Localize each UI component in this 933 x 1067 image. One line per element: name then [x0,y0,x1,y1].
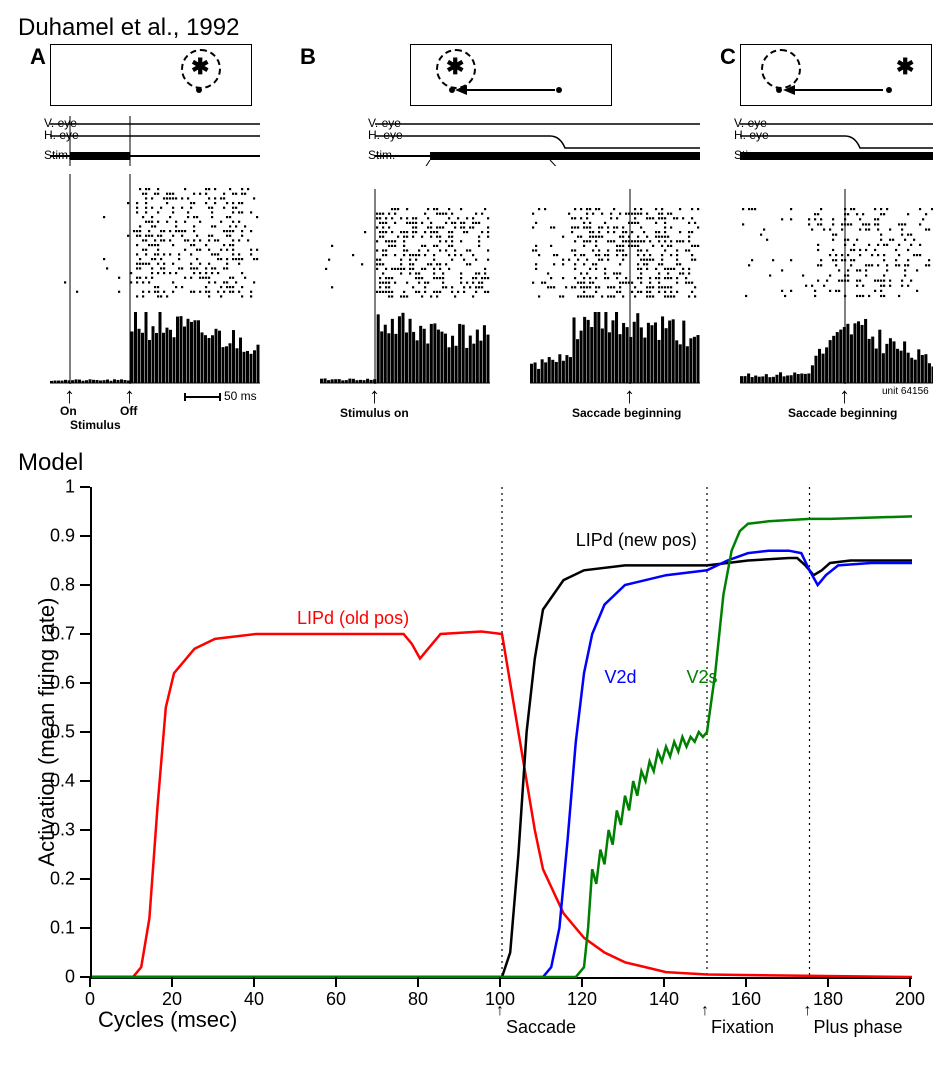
stim-label: Stim. [734,148,740,162]
scale-bar: 50 ms [180,389,260,405]
y-tick [80,829,90,831]
svg-text:LIPd (old pos): LIPd (old pos) [297,608,409,628]
x-tick [581,977,583,987]
panel-a: A ✱ V. eye H. eye Stim. ↑ ↑ On [50,44,260,106]
x-tick [89,977,91,987]
y-tick [80,535,90,537]
panel-b-stimon-label: Stimulus on [340,406,409,420]
x-tick [335,977,337,987]
plot-svg: LIPd (old pos) LIPd (new pos) V2d V2s [92,487,912,977]
y-tick [80,878,90,880]
fixation-dot-icon [886,87,892,93]
y-tick-label: 0.7 [50,624,75,645]
stim-label: Stim. [368,148,372,162]
x-tick-label: 40 [244,989,264,1010]
svg-text:V2d: V2d [605,667,637,687]
x-tick [253,977,255,987]
x-tick-label: 80 [408,989,428,1010]
y-tick-label: 0.2 [50,869,75,890]
y-tick-label: 0.6 [50,673,75,694]
event-label: Saccade [506,1017,576,1038]
top-neural-figure: A ✱ V. eye H. eye Stim. ↑ ↑ On [20,44,933,439]
panel-b-label: B [300,44,316,70]
x-tick-label: 60 [326,989,346,1010]
panel-a-label: A [30,44,46,70]
panel-a-off-label: Off [120,404,137,418]
y-tick-label: 0.9 [50,526,75,547]
panel-a-on-label: On [60,404,77,418]
fixation-dot-icon [556,87,562,93]
panel-c-raster [740,204,933,304]
panel-b-raster-right [530,204,700,304]
x-tick [171,977,173,987]
model-chart: LIPd (old pos)LIPd (new pos)V2dV2s Activ… [20,477,933,1057]
x-axis-title: Cycles (msec) [98,1007,237,1033]
y-tick-label: 1 [65,477,75,498]
panel-b-stimulus-box: ✱ [410,44,612,106]
svg-text:LIPd (new pos): LIPd (new pos) [576,530,697,550]
panel-b-raster-left [320,204,490,304]
x-tick-label: 120 [567,989,597,1010]
x-tick [499,977,501,987]
y-tick-label: 0.3 [50,820,75,841]
citation-text: Duhamel et al., 1992 [18,14,933,42]
x-tick-label: 160 [731,989,761,1010]
x-tick [663,977,665,987]
saccade-arrow-icon [455,85,555,95]
y-tick [80,682,90,684]
y-tick [80,927,90,929]
x-tick-label: 200 [895,989,925,1010]
x-tick [827,977,829,987]
plot-area: LIPd (old pos)LIPd (new pos)V2dV2s Activ… [90,487,912,979]
x-tick [745,977,747,987]
receptive-field-icon [761,49,801,89]
event-label: Plus phase [814,1017,903,1038]
x-tick-label: 20 [162,989,182,1010]
y-tick [80,780,90,782]
panel-b-histogram-left [320,309,490,384]
x-tick-label: 140 [649,989,679,1010]
panel-a-stimulus-label: Stimulus [70,418,121,432]
x-tick [909,977,911,987]
y-tick [80,486,90,488]
panel-b-saccade-label: Saccade beginning [572,406,681,420]
panel-a-histogram [50,309,260,384]
saccade-arrow-icon [783,85,883,95]
heye-label: H. eye [44,128,50,142]
x-tick-label: 0 [85,989,95,1010]
panel-c-histogram [740,309,933,384]
x-tick-label: 180 [813,989,843,1010]
y-tick-label: 0.8 [50,575,75,596]
fixation-dot-icon [196,87,202,93]
y-tick-label: 0 [65,967,75,988]
panel-b-histogram-right [530,309,700,384]
model-title: Model [18,449,933,477]
panel-c: C ✱ V. eye H. eye Stim. ↑ Saccade beginn… [740,44,933,106]
scale-bar-label: 50 ms [224,389,257,403]
unit-id-label: unit 64156 [882,386,929,397]
panel-a-eye-traces [50,116,260,166]
event-label: Fixation [711,1017,774,1038]
y-tick [80,731,90,733]
y-tick [80,633,90,635]
panel-c-stimulus-box: ✱ [740,44,932,106]
panel-a-stimulus-box: ✱ [50,44,252,106]
heye-label: H. eye [368,128,372,142]
panel-b: B ✱ V. eye H. eye Stim. [320,44,700,106]
stim-label: Stim. [44,148,50,162]
panel-c-label: C [720,44,736,70]
fixation-dot-icon [776,87,782,93]
heye-label: H. eye [734,128,740,142]
x-tick [417,977,419,987]
y-tick-label: 0.4 [50,771,75,792]
svg-text:V2s: V2s [687,667,718,687]
panel-c-saccade-label: Saccade beginning [788,406,897,420]
y-tick-label: 0.1 [50,918,75,939]
panel-a-raster [50,184,260,304]
y-tick [80,584,90,586]
y-tick-label: 0.5 [50,722,75,743]
